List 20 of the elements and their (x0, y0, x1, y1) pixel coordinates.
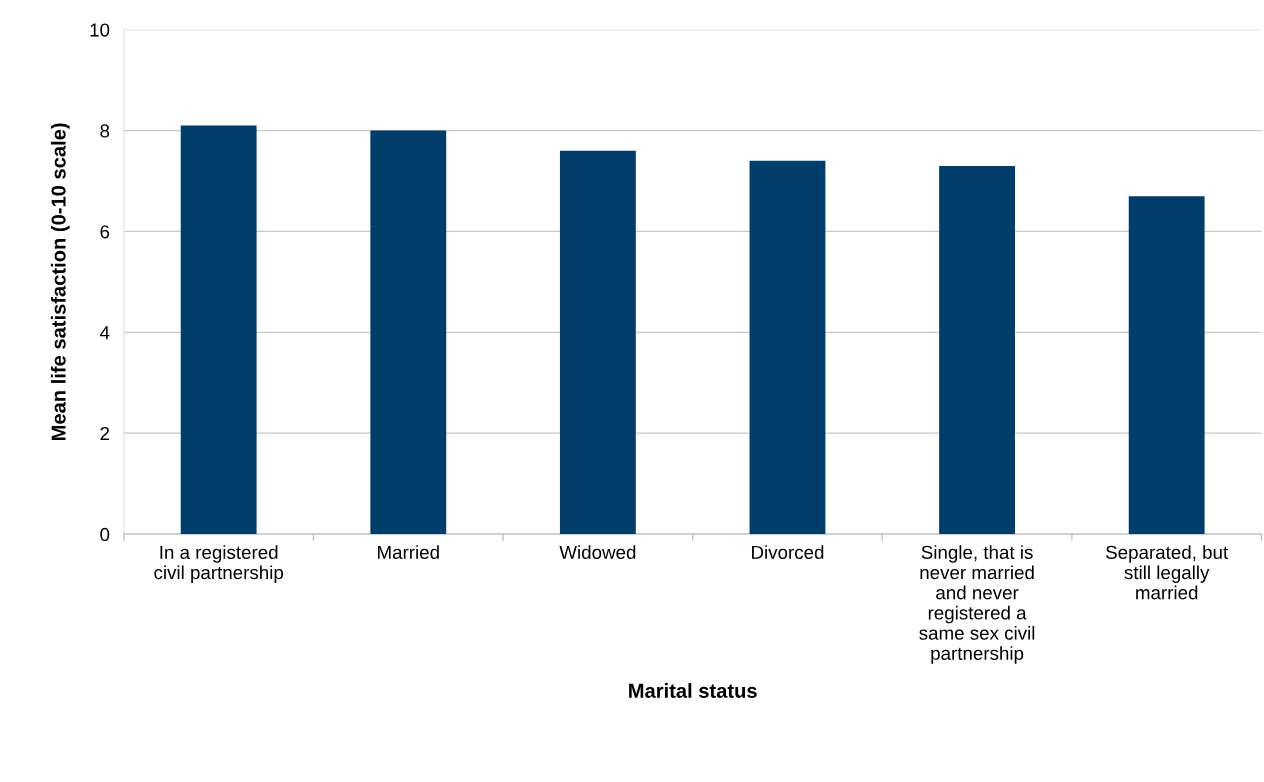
bar (939, 165, 1015, 535)
x-tick-label: Separated, but still legally married (1106, 545, 1229, 600)
bar (180, 125, 257, 535)
y-tick-label: 10 (90, 23, 110, 37)
y-tick-label: 2 (100, 426, 110, 441)
bar (749, 160, 826, 535)
x-tick-label: Divorced (752, 545, 824, 559)
y-tick-label: 8 (100, 124, 110, 138)
x-tick-label: In a registered civil partnership (154, 545, 284, 583)
bar (1128, 196, 1205, 535)
x-tick-label: Single, that is never married and never registered a same sex civil partnership (919, 545, 1035, 664)
y-tick-label: 4 (99, 326, 110, 340)
y-tick-label: 6 (100, 225, 110, 239)
bar (370, 130, 447, 535)
x-tick-label: Widowed (559, 545, 636, 559)
y-axis-title: Mean life satisfaction (0-10 scale) (50, 123, 70, 441)
x-tick-label: Married (378, 545, 439, 559)
x-axis-title: Marital status (629, 683, 757, 698)
bar (559, 150, 636, 535)
y-tick-label: 0 (100, 527, 110, 542)
